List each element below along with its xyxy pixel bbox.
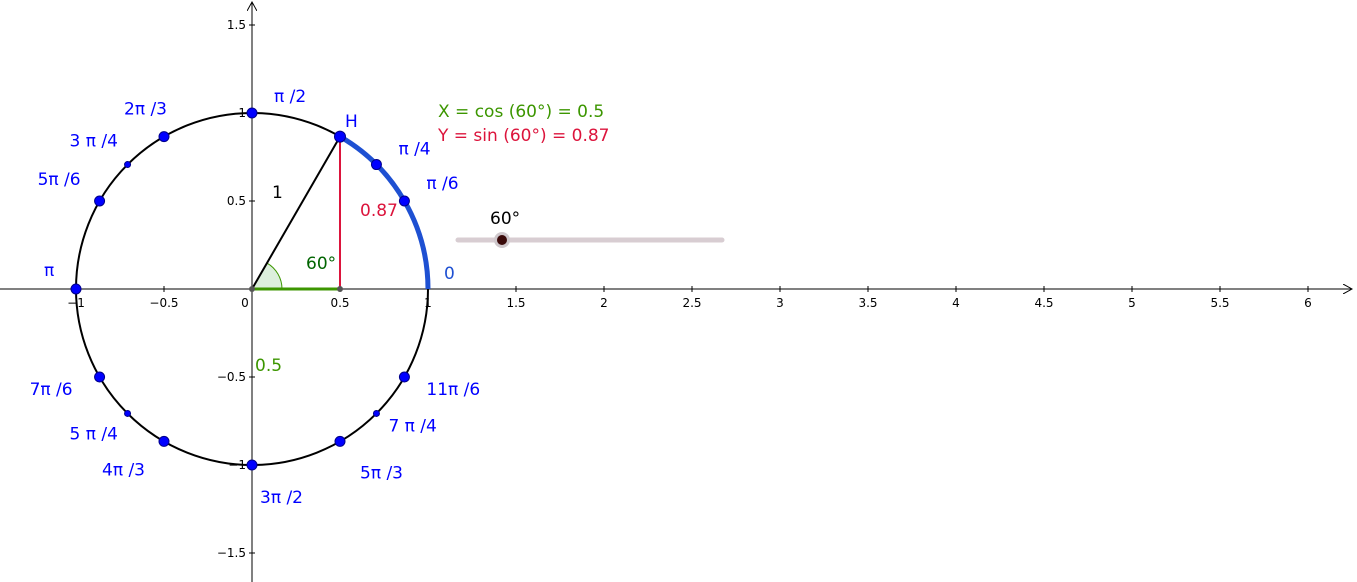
x-tick-label: 5: [1128, 296, 1136, 310]
circle-point: [70, 283, 82, 295]
x-tick-label: 0: [241, 296, 249, 310]
circle-point-label: 11π /6: [426, 380, 480, 400]
circle-point-label: π /4: [398, 140, 430, 160]
x-tick-label: 4.5: [1034, 296, 1053, 310]
x-tick-label: 0.5: [330, 296, 349, 310]
circle-point-label: 3π /2: [260, 488, 303, 508]
x-tick-label: 4: [952, 296, 960, 310]
point-h-label: H: [345, 112, 358, 132]
circle-point-label: π /6: [426, 174, 458, 194]
y-tick-label: −1.5: [217, 546, 246, 560]
circle-point: [124, 409, 132, 417]
x-tick-label: 3.5: [858, 296, 877, 310]
radius-label: 1: [272, 183, 283, 203]
circle-point: [158, 131, 170, 143]
circle-point-label: 3 π /4: [70, 132, 118, 152]
circle-point: [246, 459, 258, 471]
x-tick-label: 3: [776, 296, 784, 310]
x-cos-formula: X = cos (60°) = 0.5: [438, 102, 604, 122]
x-tick-label: 6: [1304, 296, 1312, 310]
circle-points: [70, 107, 410, 471]
slider-knob[interactable]: [497, 235, 507, 245]
circle-point-labels: 0 π /6 π /4 π /2 2π /3 3 π /4 5π /6 π 7π /6 5 π /…: [30, 87, 481, 508]
circle-point: [246, 107, 258, 119]
x-tick-label: 1.5: [506, 296, 525, 310]
x-tick-label: −0.5: [149, 296, 178, 310]
circle-point-label: 5π /3: [360, 463, 403, 483]
circle-point-label: π /2: [274, 87, 306, 107]
sin-value-label: 0.87: [360, 201, 398, 221]
circle-point: [398, 371, 410, 383]
circle-point: [372, 409, 380, 417]
x-tick-label: 5.5: [1210, 296, 1229, 310]
x-tick-label: 2.5: [682, 296, 701, 310]
circle-point: [334, 435, 346, 447]
circle-point-label: 7 π /4: [388, 416, 436, 436]
radius-line: [251, 136, 341, 290]
y-tick-label: −0.5: [217, 370, 246, 384]
y-tick-label: 0.5: [227, 194, 246, 208]
circle-point-label: 7π /6: [30, 380, 73, 400]
slider-value-label: 60°: [490, 209, 520, 229]
circle-point: [370, 159, 382, 171]
circle-point: [124, 161, 132, 169]
origin-point: [249, 286, 255, 292]
point-h[interactable]: [334, 130, 346, 143]
circle-point: [398, 195, 410, 207]
angle-sector: [251, 262, 283, 290]
y-sin-formula: Y = sin (60°) = 0.87: [437, 126, 610, 146]
circle-point-label: 2π /3: [124, 100, 167, 120]
y-tick-label: 1.5: [227, 18, 246, 32]
cos-foot-point: [337, 286, 343, 292]
angle-slider[interactable]: 60°: [455, 209, 725, 248]
x-axis-ticks: −1 −0.5 0 0.5 1 1.5 2 2.5 3 3.5 4 4.5 5 5.5 6: [67, 286, 1312, 310]
circle-point-label: 5π /6: [38, 170, 81, 190]
circle-point: [94, 371, 106, 383]
angle-label: 60°: [306, 254, 336, 274]
circle-point: [94, 195, 106, 207]
circle-point-label: 4π /3: [102, 460, 145, 480]
circle-point-label: π: [44, 261, 54, 281]
cos-value-label: 0.5: [255, 356, 282, 376]
y-axis-ticks: 1.510.5−0.5−1−1.5: [217, 18, 255, 560]
circle-point-label: 5 π /4: [70, 424, 118, 444]
circle-point-label: 0: [444, 264, 455, 284]
x-tick-label: 2: [600, 296, 608, 310]
circle-point: [158, 435, 170, 447]
